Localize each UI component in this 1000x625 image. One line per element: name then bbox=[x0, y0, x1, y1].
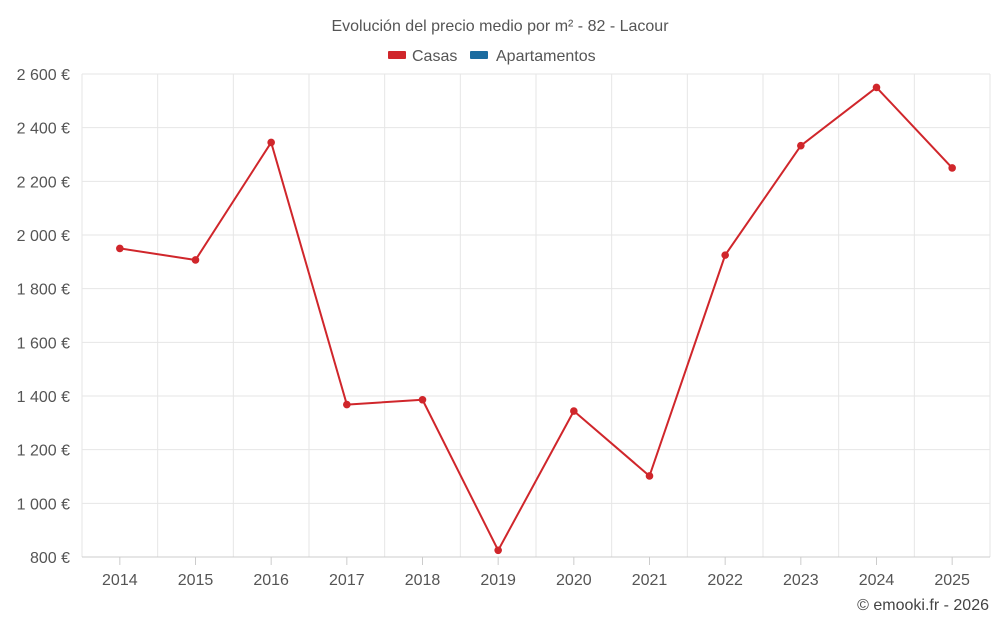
x-tick-label: 2019 bbox=[480, 572, 516, 589]
legend-item-casas[interactable]: Casas bbox=[388, 48, 457, 65]
data-point-casas[interactable] bbox=[267, 138, 275, 147]
y-tick-label: 2 200 € bbox=[17, 174, 70, 191]
x-tick-label: 2022 bbox=[707, 572, 743, 589]
y-tick-label: 1 200 € bbox=[17, 443, 70, 460]
credit-text: © emooki.fr - 2026 bbox=[857, 597, 989, 614]
data-point-casas[interactable] bbox=[116, 244, 124, 253]
series-line-casas bbox=[119, 86, 953, 552]
data-point-casas[interactable] bbox=[645, 472, 654, 480]
data-point-casas[interactable] bbox=[797, 141, 805, 150]
x-tick-label: 2014 bbox=[102, 572, 138, 589]
x-tick-label: 2018 bbox=[405, 572, 441, 589]
data-point-casas[interactable] bbox=[343, 400, 351, 409]
legend-item-apartamentos[interactable]: Apartamentos bbox=[470, 48, 596, 65]
data-point-casas[interactable] bbox=[494, 546, 502, 555]
y-tick-label: 1 800 € bbox=[17, 282, 70, 299]
y-tick-label: 800 € bbox=[30, 550, 70, 567]
data-point-casas[interactable] bbox=[721, 251, 729, 259]
y-tick-label: 1 600 € bbox=[17, 335, 70, 352]
y-tick-label: 2 400 € bbox=[17, 121, 70, 138]
legend-label-casas: Casas bbox=[412, 48, 457, 65]
y-tick-label: 1 000 € bbox=[17, 496, 70, 513]
series-casas bbox=[116, 83, 956, 555]
chart-title: Evolución del precio medio por m² - 82 -… bbox=[331, 18, 669, 35]
data-point-casas[interactable] bbox=[570, 407, 578, 415]
legend-label-apartamentos: Apartamentos bbox=[496, 48, 596, 65]
data-point-casas[interactable] bbox=[418, 395, 427, 404]
legend-swatch-apartamentos bbox=[470, 51, 488, 59]
x-tick-label: 2023 bbox=[783, 572, 819, 589]
x-tick-label: 2021 bbox=[632, 572, 668, 589]
x-tick-label: 2017 bbox=[329, 572, 365, 589]
legend-swatch-casas bbox=[388, 51, 406, 59]
data-point-casas[interactable] bbox=[191, 256, 200, 264]
y-axis-ticks: 800 € 1 000 € 1 200 € 1 400 € 1 600 € 1 800 €… bbox=[17, 67, 70, 567]
x-tick-label: 2015 bbox=[178, 572, 214, 589]
y-tick-label: 1 400 € bbox=[17, 389, 70, 406]
data-point-casas[interactable] bbox=[872, 83, 881, 92]
x-gridlines bbox=[81, 74, 991, 557]
data-point-casas[interactable] bbox=[948, 164, 956, 172]
x-tick-label: 2024 bbox=[859, 572, 895, 589]
x-tick-label: 2020 bbox=[556, 572, 592, 589]
legend: Casas Apartamentos bbox=[388, 48, 596, 65]
x-axis-ticks: 2014 2015 2016 2017 2018 2019 2020 2021 2022 2023… bbox=[102, 557, 970, 589]
y-tick-label: 2 600 € bbox=[17, 67, 70, 84]
y-tick-label: 2 000 € bbox=[17, 228, 70, 245]
x-tick-label: 2016 bbox=[253, 572, 289, 589]
x-tick-label: 2025 bbox=[934, 572, 970, 589]
